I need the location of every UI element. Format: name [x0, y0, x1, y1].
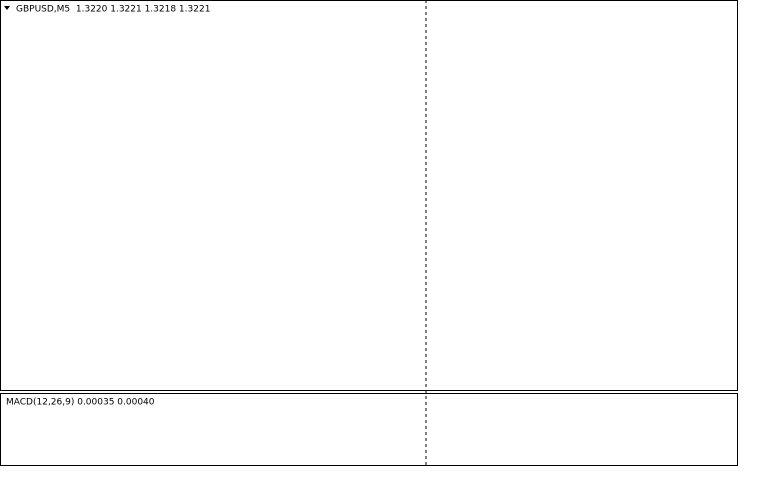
macd-title: MACD(12,26,9) 0.00035 0.00040	[6, 398, 155, 408]
chart-title: GBPUSD,M5 1.3220 1.3221 1.3218 1.3221	[16, 5, 210, 15]
menu-triangle	[4, 6, 10, 10]
macd-frame	[0, 393, 738, 466]
main-frame	[0, 0, 738, 391]
